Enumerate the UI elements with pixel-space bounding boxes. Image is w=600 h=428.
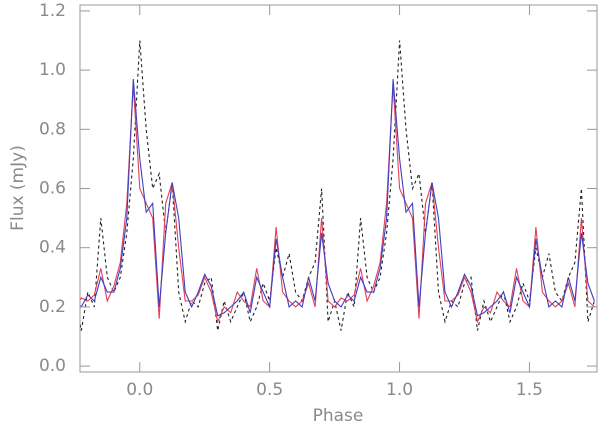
plot-area [80, 40, 595, 331]
y-tick-label: 0.2 [39, 297, 66, 317]
series-line [80, 40, 595, 331]
y-tick-label: 0.6 [39, 179, 66, 199]
y-tick-label: 1.2 [39, 1, 66, 21]
y-tick-label: 0.8 [39, 119, 66, 139]
y-tick-label: 0.0 [39, 356, 66, 376]
x-tick-label: 1.0 [386, 380, 413, 400]
x-tick-label: 0.0 [126, 380, 153, 400]
x-axis-label: Phase [313, 406, 364, 426]
y-axis-label: Flux (mJy) [8, 145, 28, 231]
y-tick-label: 1.0 [39, 60, 66, 80]
y-tick-label: 0.4 [39, 238, 66, 258]
x-tick-label: 1.5 [516, 380, 543, 400]
x-tick-label: 0.5 [256, 380, 283, 400]
series-line [80, 78, 595, 317]
